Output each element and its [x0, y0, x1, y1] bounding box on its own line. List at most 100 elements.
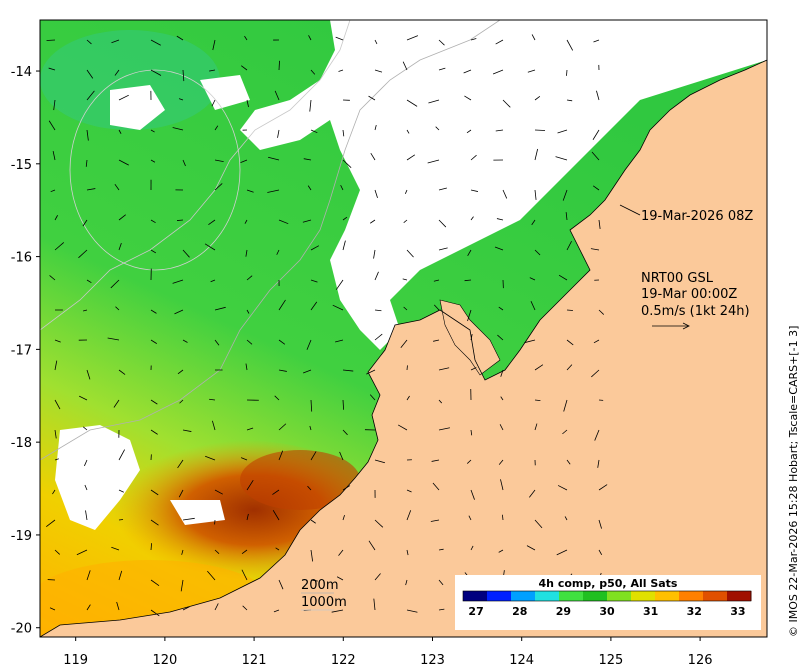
current-vector	[374, 573, 381, 581]
current-vector	[374, 124, 377, 131]
current-vector	[310, 69, 316, 75]
current-vector	[52, 150, 56, 161]
coastline	[40, 59, 767, 637]
current-vector	[46, 39, 56, 41]
colorbar: 4h comp, p50, All Sats 27 28 29 30 31 32 33	[455, 575, 761, 630]
eddy-contour	[69, 69, 241, 271]
current-vector	[374, 69, 383, 73]
isobath-legend: 200m 1000m	[301, 578, 347, 611]
current-vector	[438, 427, 451, 431]
current-vector	[118, 129, 122, 134]
current-vector	[246, 189, 254, 193]
current-vector	[565, 212, 568, 221]
x-axis: 119 120 121 122 123 124 125 126	[63, 637, 713, 668]
x-tick-label: 120	[152, 653, 177, 668]
current-vector	[86, 129, 89, 141]
map-area	[40, 20, 767, 637]
current-vector	[374, 333, 383, 341]
current-vector	[114, 69, 120, 76]
current-vector	[406, 489, 412, 493]
current-vector	[342, 216, 348, 221]
cloud-mask	[55, 20, 767, 530]
current-vector	[435, 126, 440, 131]
peninsula	[439, 299, 501, 376]
current-vector	[594, 429, 600, 441]
current-vector	[406, 99, 418, 107]
current-vector	[495, 129, 504, 132]
current-vector	[310, 279, 318, 283]
current-vector	[278, 339, 286, 345]
colorbar-cell	[535, 591, 560, 601]
current-vector	[246, 309, 250, 314]
current-vector	[470, 216, 474, 221]
colorbar-label: 30	[599, 605, 615, 618]
colorbar-label: 27	[468, 605, 483, 618]
current-vector	[498, 306, 504, 311]
current-vector	[309, 99, 312, 112]
current-vector	[432, 482, 440, 491]
current-vector	[212, 39, 216, 51]
current-vector	[369, 394, 376, 401]
current-vector	[464, 279, 472, 282]
current-vector	[566, 364, 573, 371]
current-vector	[566, 39, 574, 51]
current-vector	[211, 99, 216, 107]
current-vector	[374, 271, 379, 281]
current-vector	[278, 299, 286, 311]
current-vector	[54, 339, 61, 343]
current-vector	[309, 425, 312, 431]
current-vector	[342, 369, 354, 372]
current-vector	[86, 279, 92, 284]
current-vector	[466, 459, 472, 464]
current-vector	[246, 479, 254, 491]
y-tick-label: -19	[11, 529, 32, 544]
current-vector	[596, 90, 600, 101]
current-vector	[244, 35, 248, 41]
current-vector	[310, 579, 318, 582]
current-vector	[598, 519, 602, 529]
current-vector	[214, 183, 223, 191]
colorbar-label: 33	[730, 605, 745, 618]
colorbar-cell	[607, 591, 632, 601]
current-vector	[430, 519, 440, 522]
current-vectors	[46, 34, 608, 617]
current-vector	[563, 399, 568, 412]
date-pointer	[619, 204, 641, 216]
current-vector	[562, 189, 568, 201]
current-vector	[82, 426, 88, 431]
current-vector	[302, 219, 312, 223]
colorbar-label: 29	[556, 605, 571, 618]
current-source-label: NRT00 GSL	[641, 271, 714, 286]
current-vector	[150, 309, 157, 314]
current-vector	[495, 39, 504, 45]
current-vector	[278, 423, 287, 431]
current-vector	[78, 395, 88, 401]
cool-patch	[40, 30, 220, 130]
current-vector	[307, 485, 312, 491]
isobath-200-label: 200m	[301, 578, 338, 593]
current-vector	[531, 34, 536, 41]
current-vector	[564, 516, 568, 521]
current-vector	[438, 579, 444, 586]
current-vector	[303, 158, 312, 161]
current-vector	[214, 125, 219, 131]
current-vector	[598, 309, 605, 315]
current-vector	[209, 398, 216, 401]
current-vector	[342, 485, 351, 491]
current-vector	[524, 339, 536, 344]
current-vector	[342, 429, 348, 436]
current-vector	[276, 249, 280, 255]
current-vector	[54, 549, 61, 555]
current-vector	[182, 339, 188, 343]
current-vector	[179, 399, 184, 404]
current-vector	[593, 339, 600, 344]
current-vector	[150, 339, 157, 344]
current-vector	[150, 519, 159, 526]
current-vector	[54, 242, 65, 251]
colorbar-cell	[727, 591, 752, 601]
current-vector	[335, 279, 344, 290]
current-vector	[405, 579, 408, 586]
current-vector	[150, 399, 158, 405]
current-vector	[246, 339, 253, 345]
colorbar-cells	[463, 591, 752, 601]
